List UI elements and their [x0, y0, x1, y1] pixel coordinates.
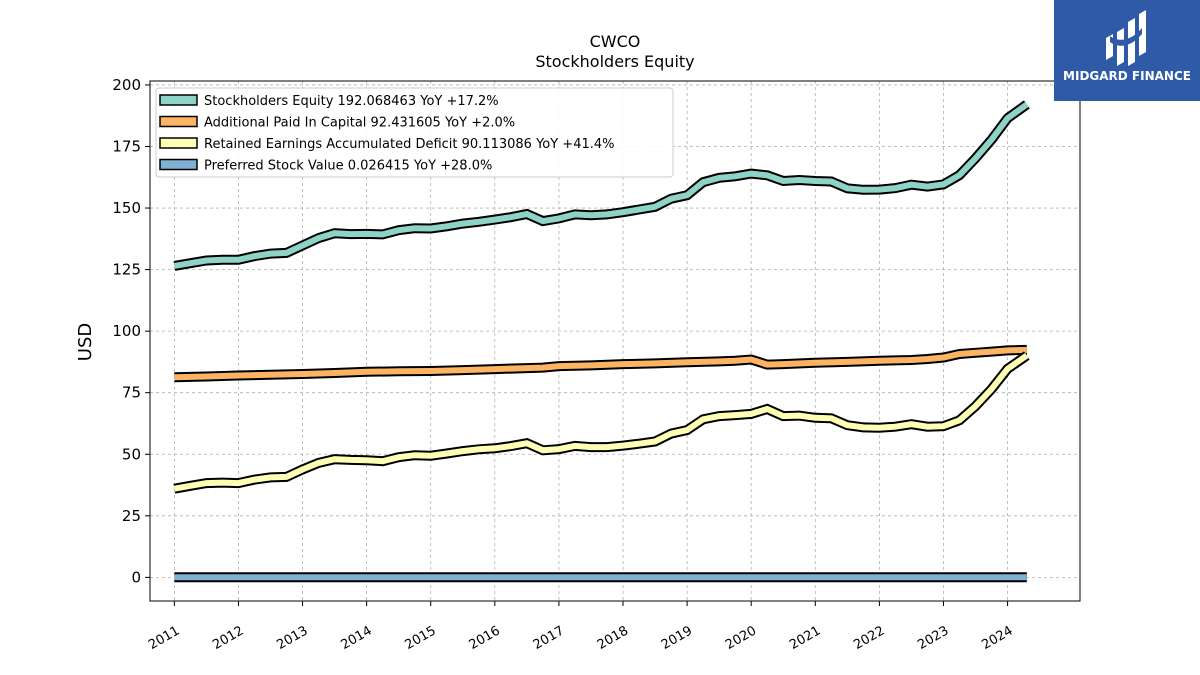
- logo-text: MIDGARD FINANCE: [1063, 69, 1191, 83]
- x-tick-label: 2016: [467, 623, 503, 653]
- chart-title: CWCO: [590, 32, 641, 51]
- x-tick-label: 2023: [915, 623, 951, 653]
- x-tick-label: 2019: [659, 623, 695, 653]
- y-tick-label: 75: [122, 384, 141, 402]
- x-tick-label: 2013: [274, 623, 310, 653]
- series-line: [174, 344, 1027, 383]
- legend-swatch: [159, 158, 198, 171]
- y-tick-label: 0: [131, 568, 141, 586]
- series-fill: [174, 346, 1027, 381]
- y-tick-label: 25: [122, 507, 141, 525]
- legend-label: Preferred Stock Value 0.026415 YoY +28.0…: [204, 159, 492, 174]
- series-fill: [173, 101, 1029, 269]
- x-tick-label: 2011: [146, 623, 182, 653]
- x-tick-label: 2024: [979, 623, 1015, 653]
- legend-swatch: [159, 137, 198, 149]
- x-tick-label: 2014: [338, 623, 374, 653]
- legend-label: Retained Earnings Accumulated Deficit 90…: [204, 137, 615, 152]
- plot-frame: [149, 80, 1081, 602]
- legend: Stockholders Equity 192.068463 YoY +17.2…: [155, 87, 674, 178]
- series-layer: [173, 100, 1030, 583]
- chart-subtitle: Stockholders Equity: [535, 52, 694, 71]
- x-tick-label: 2017: [531, 623, 567, 653]
- x-tick-label: 2021: [787, 623, 823, 653]
- legend-label: Stockholders Equity 192.068463 YoY +17.2…: [204, 94, 499, 109]
- y-axis-label: USD: [75, 323, 96, 361]
- x-tick-label: 2022: [851, 623, 887, 653]
- legend-swatch: [159, 94, 198, 106]
- midgard-logo: MIDGARD FINANCE: [1054, 0, 1200, 101]
- y-tick-label: 100: [112, 322, 141, 340]
- series-line: [173, 351, 1030, 494]
- x-tick-label: 2015: [403, 623, 439, 653]
- y-tick-label: 125: [112, 261, 141, 279]
- midgard-logo-icon: [1106, 10, 1146, 66]
- legend-swatch: [159, 115, 198, 128]
- x-tick-label: 2012: [210, 623, 246, 653]
- series-fill: [173, 353, 1029, 492]
- legend-box: [155, 87, 674, 178]
- y-tick-label: 150: [112, 199, 141, 217]
- x-tick-label: 2020: [723, 623, 759, 653]
- y-tick-label: 175: [112, 137, 141, 155]
- series-line: [173, 100, 1030, 271]
- y-tick-label: 50: [122, 445, 141, 463]
- y-tick-label: 200: [112, 76, 141, 94]
- x-tick-label: 2018: [595, 623, 631, 653]
- legend-label: Additional Paid In Capital 92.431605 YoY…: [204, 116, 515, 131]
